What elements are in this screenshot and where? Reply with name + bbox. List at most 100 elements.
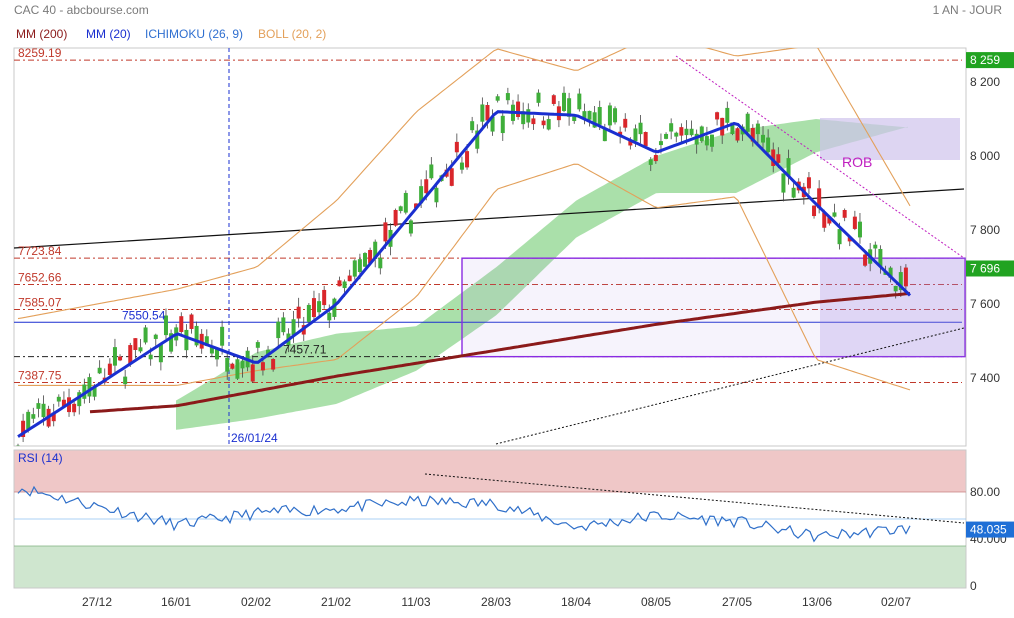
mm20-line xyxy=(17,110,912,438)
candle-body xyxy=(475,130,480,149)
candle-body xyxy=(342,281,347,289)
rsi-oversold-zone xyxy=(14,546,966,588)
candle-body xyxy=(597,107,602,125)
rsi-y-tick-label: 0 xyxy=(970,579,977,593)
candle-body xyxy=(863,254,868,266)
rsi-layer xyxy=(17,473,965,543)
candle-body xyxy=(495,96,500,101)
candle-body xyxy=(812,205,817,217)
candle-body xyxy=(679,127,684,136)
candle-body xyxy=(653,155,658,162)
candle-body xyxy=(480,104,485,122)
x-tick-label: 02/07 xyxy=(881,595,911,609)
rsi-current-badge-text: 48.035 xyxy=(970,523,1007,537)
level-label: 7457.71 xyxy=(283,343,327,357)
resistance-trend-line xyxy=(675,55,965,259)
candle-body xyxy=(179,316,184,332)
candle-body xyxy=(311,298,316,318)
candle-body xyxy=(827,216,832,224)
candle-body xyxy=(281,317,286,333)
candle-body xyxy=(817,188,822,209)
candle-body xyxy=(842,210,847,218)
x-tick-label: 16/01 xyxy=(161,595,191,609)
candle-body xyxy=(337,280,342,287)
candle-body xyxy=(87,377,92,397)
candle-body xyxy=(31,414,36,419)
candle-body xyxy=(383,222,388,242)
candle-body xyxy=(638,122,643,135)
range-box xyxy=(461,257,966,358)
candle-body xyxy=(582,111,587,118)
candle-body xyxy=(112,347,117,366)
candle-body xyxy=(21,420,26,437)
candle-body xyxy=(255,342,260,348)
date-marker-label: 26/01/24 xyxy=(231,431,278,445)
candle-body xyxy=(306,304,311,322)
candle-body xyxy=(531,118,536,125)
candle-body xyxy=(658,141,663,146)
candle-body xyxy=(470,121,475,131)
y-tick-label: 7 600 xyxy=(970,297,1000,311)
level-label: 7723.84 xyxy=(18,244,62,258)
candle-body xyxy=(735,128,740,141)
legend-mm20: MM (20) xyxy=(86,27,131,41)
bollinger-upper xyxy=(17,48,911,320)
current-price-badge-text: 7 696 xyxy=(970,261,1000,275)
candle-body xyxy=(822,212,827,228)
current-price-badge xyxy=(966,260,1014,277)
candle-body xyxy=(41,403,46,418)
candle-body xyxy=(148,354,153,360)
long-trend-line xyxy=(14,188,965,249)
candle-body xyxy=(562,92,567,111)
axis-layer: 8259.19 7723.84 7652.66 7585.07 7550.54 7457.… xyxy=(18,46,1014,609)
candle-body xyxy=(378,257,383,269)
candle-body xyxy=(572,116,577,122)
candle-body xyxy=(781,173,786,193)
candle-body xyxy=(347,275,352,282)
candle-body xyxy=(541,120,546,126)
candle-body xyxy=(92,387,97,397)
level-label: 8259.19 xyxy=(18,46,62,60)
candle-body xyxy=(72,403,77,413)
candle-body xyxy=(276,321,281,339)
candle-body xyxy=(704,136,709,146)
candle-body xyxy=(169,333,174,352)
candle-body xyxy=(240,360,245,369)
candle-body xyxy=(138,347,143,352)
candle-body xyxy=(163,315,168,336)
candle-body xyxy=(322,289,327,306)
rsi-y-tick-label: 80.00 xyxy=(970,485,1000,499)
candle-body xyxy=(694,133,699,145)
candle-body xyxy=(128,345,133,364)
rsi-current-badge xyxy=(966,521,1014,538)
candle-body xyxy=(419,186,424,204)
candle-body xyxy=(852,216,857,229)
candle-body xyxy=(806,177,811,189)
candle-body xyxy=(633,128,638,142)
period-label: 1 AN - JOUR xyxy=(932,3,1002,17)
candle-body xyxy=(454,141,459,153)
candle-body xyxy=(755,123,760,135)
candle-body xyxy=(82,384,87,399)
candle-body xyxy=(674,132,679,137)
candle-body xyxy=(77,392,82,407)
candle-body xyxy=(352,260,357,277)
ichimoku-future-cloud xyxy=(820,118,960,160)
last-high-badge-text: 8 259 xyxy=(970,53,1000,67)
candle-body xyxy=(61,399,66,407)
candle-body xyxy=(771,149,776,166)
candle-body xyxy=(832,212,837,217)
candle-body xyxy=(490,116,495,132)
ichimoku-cloud xyxy=(176,119,908,430)
candle-body xyxy=(903,267,908,287)
candle-body xyxy=(664,133,669,139)
candle-body xyxy=(194,325,199,346)
candle-body xyxy=(643,132,648,147)
candle-body xyxy=(873,244,878,249)
candle-body xyxy=(215,348,220,360)
candle-body xyxy=(158,343,163,363)
legend-ichimoku: ICHIMOKU (26, 9) xyxy=(145,27,244,41)
candle-body xyxy=(546,119,551,130)
candle-body xyxy=(220,326,225,346)
